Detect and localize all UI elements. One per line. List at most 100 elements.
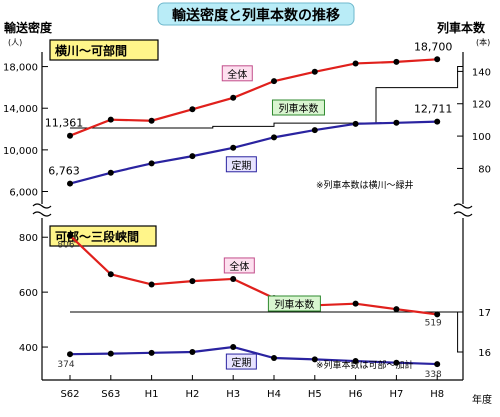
x-tick-label: H6: [349, 389, 363, 400]
regular-data-point: [189, 153, 196, 160]
total-series-line: [69, 58, 438, 137]
regular-data-point: [352, 358, 359, 365]
regular-series-tag: 定期: [231, 356, 251, 369]
total-data-point: [434, 311, 441, 318]
trains-series-tag: 列車本数: [274, 298, 314, 311]
total-data-point: [67, 132, 73, 139]
regular-data-point: [189, 348, 196, 355]
regular-end-value-label: 12,711: [414, 103, 453, 116]
left-tick-label: 14,000: [3, 104, 38, 115]
right-tick-label: 100: [472, 132, 491, 143]
right-tick-label: 16: [478, 348, 491, 359]
total-data-point: [230, 275, 237, 282]
regular-data-point: [107, 350, 114, 357]
x-tick-label: H1: [145, 389, 159, 400]
regular-data-point: [271, 355, 277, 362]
regular-data-point: [67, 351, 73, 358]
left-tick-label: 10,000: [3, 146, 38, 157]
x-tick-label: H2: [185, 389, 199, 400]
left-axis-break-mark: [32, 203, 52, 217]
section-label: 横川〜可部間: [55, 43, 127, 58]
total-start-value-label: 11,361: [45, 117, 84, 130]
regular-series-line: [69, 345, 438, 366]
regular-data-point: [148, 349, 155, 356]
regular-data-point: [352, 120, 359, 127]
right-tick-label: 80: [478, 164, 491, 175]
x-tick-label: H8: [430, 389, 444, 400]
total-series-tag-box: [221, 65, 253, 82]
regular-series-tag: 定期: [231, 159, 251, 172]
total-data-point: [311, 68, 318, 75]
regular-end-value-label: 338: [425, 370, 442, 380]
total-data-point: [148, 117, 155, 124]
trains-series-tag: 列車本数: [278, 102, 318, 115]
total-end-value-label: 18,700: [414, 40, 453, 53]
regular-data-point: [107, 169, 114, 176]
x-tick-label: H7: [389, 389, 403, 400]
left-tick-label: 400: [19, 343, 38, 354]
x-axis: S62 S63 H1 H2 H3 H4 H5 H6 H7 H8: [60, 375, 444, 400]
right-tick-label: 17: [478, 308, 491, 319]
total-series-tag-box: [223, 257, 255, 274]
regular-series-tag-box: [225, 353, 257, 370]
regular-start-value-label: 6,763: [48, 165, 80, 178]
x-tick-label: H5: [308, 389, 322, 400]
right-axis-break-mark: [453, 203, 473, 217]
left-tick-label: 6,000: [9, 188, 38, 199]
right-tick-label: 140: [472, 67, 491, 78]
total-data-point: [189, 278, 196, 285]
trains-series-tag-box: [271, 99, 325, 116]
chart-title: 輸送密度と列車本数の推移: [172, 7, 340, 24]
title-box: [157, 2, 355, 26]
x-tick-label: S62: [60, 389, 79, 400]
total-data-point: [393, 58, 400, 65]
right-axis-title: 列車本数: [437, 20, 486, 35]
left-axis-title: 輸送密度: [4, 20, 53, 35]
total-data-point: [148, 281, 155, 288]
total-series-tag: 全体: [229, 260, 249, 273]
section-label-box: [49, 39, 159, 61]
regular-series-tag-box: [225, 156, 257, 173]
regular-data-point: [311, 127, 318, 134]
regular-start-value-label: 374: [57, 360, 74, 370]
regular-data-point: [434, 118, 441, 125]
total-data-point: [352, 300, 359, 307]
regular-data-point: [230, 344, 237, 351]
x-tick-label: H3: [226, 389, 240, 400]
right-tick-label: 120: [472, 100, 491, 111]
total-data-point: [107, 116, 114, 123]
left-axis-unit: (人): [8, 38, 22, 47]
regular-series-line: [69, 120, 438, 185]
regular-data-point: [393, 119, 400, 126]
total-end-value-label: 519: [425, 318, 442, 328]
total-series-line: [69, 234, 438, 316]
left-tick-label: 18,000: [3, 63, 38, 74]
series-annotation: ※列車本数は横川〜緑井: [316, 179, 414, 191]
total-data-point: [67, 232, 73, 239]
right-axis-unit: (本): [476, 37, 490, 47]
total-data-point: [352, 60, 359, 67]
panel-kabe-sandankyo: 可部〜三段峡間8006004001716806519374338全体定期列車本数…: [19, 225, 491, 380]
regular-data-point: [230, 144, 237, 151]
trains-series-tag-box: [267, 295, 321, 312]
regular-data-point: [311, 356, 318, 363]
x-tick-label: S63: [101, 389, 120, 400]
total-data-point: [434, 56, 441, 63]
panel-yokokawa-kabe: 横川〜可部間 18,000 14,000 10,000 6,000 140 120 100 80…: [3, 39, 491, 199]
train-count-step-line: [70, 311, 463, 353]
train-count-step-line: [70, 66, 463, 129]
regular-data-point: [67, 180, 73, 187]
left-tick-label: 800: [19, 233, 38, 244]
regular-data-point: [148, 160, 155, 167]
total-data-point: [271, 78, 277, 85]
regular-data-point: [393, 359, 400, 366]
x-tick-label: H4: [267, 389, 281, 400]
total-start-value-label: 806: [57, 241, 74, 251]
series-annotation: ※列車本数は可部〜加計: [316, 359, 414, 371]
regular-data-point: [271, 134, 277, 141]
x-axis-title: 年度: [472, 393, 492, 406]
regular-data-point: [434, 361, 441, 368]
total-data-point: [230, 94, 237, 101]
left-tick-label: 600: [19, 288, 38, 299]
